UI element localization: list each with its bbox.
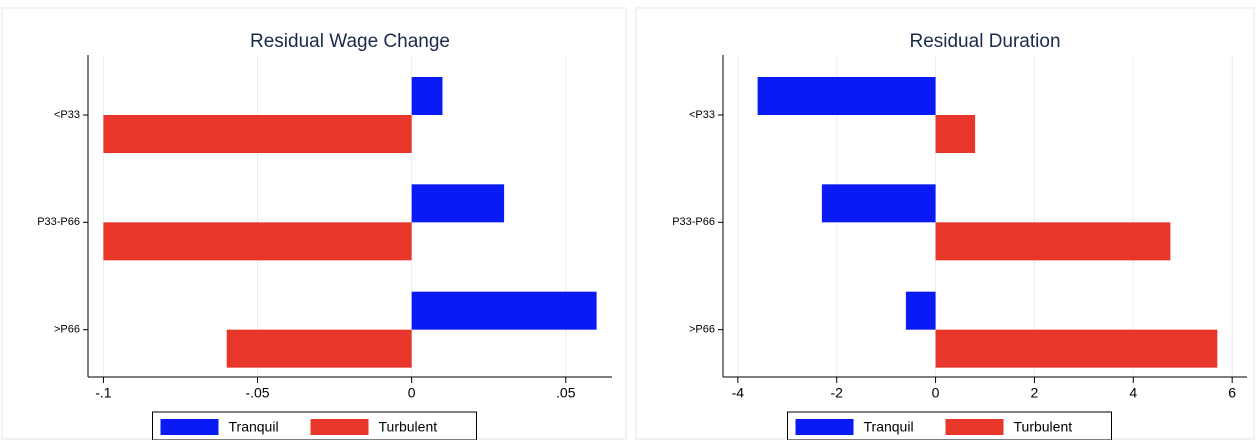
x-tick-label: 2 — [1031, 385, 1039, 401]
x-tick-label: -.05 — [245, 385, 269, 401]
bar — [935, 222, 1171, 261]
y-tick-label: P33-P66 — [37, 216, 80, 228]
x-tick-label: -.1 — [95, 385, 112, 401]
bar — [103, 222, 412, 261]
x-tick-label: 4 — [1129, 385, 1137, 401]
bar — [411, 291, 597, 330]
bar — [935, 329, 1218, 368]
legend-label: Turbulent — [379, 419, 438, 435]
y-tick-label: >P66 — [54, 324, 80, 336]
bar — [103, 115, 412, 153]
y-tick-label: >P66 — [689, 324, 715, 336]
x-tick-label: .05 — [556, 385, 576, 401]
x-tick-label: 6 — [1228, 385, 1236, 401]
bar — [935, 115, 976, 153]
legend-label: Tranquil — [864, 419, 914, 435]
bar — [757, 77, 936, 115]
legend-swatch — [310, 419, 369, 435]
bar — [821, 184, 936, 223]
bar — [905, 291, 936, 330]
x-tick-label: 0 — [408, 385, 416, 401]
legend-label: Tranquil — [229, 419, 279, 435]
bar — [411, 184, 505, 223]
bar — [226, 329, 412, 368]
legend-label: Turbulent — [1014, 419, 1073, 435]
legend-swatch — [160, 419, 219, 435]
x-tick-label: -2 — [830, 385, 843, 401]
x-tick-label: 0 — [932, 385, 940, 401]
bar — [411, 77, 443, 115]
legend-swatch — [795, 419, 854, 435]
chart-title: Residual Duration — [909, 31, 1060, 52]
y-tick-label: P33-P66 — [672, 216, 715, 228]
x-tick-label: -4 — [732, 385, 745, 401]
chart-title: Residual Wage Change — [250, 31, 450, 52]
legend-swatch — [945, 419, 1004, 435]
y-tick-label: <P33 — [689, 109, 715, 121]
y-tick-label: <P33 — [54, 109, 80, 121]
